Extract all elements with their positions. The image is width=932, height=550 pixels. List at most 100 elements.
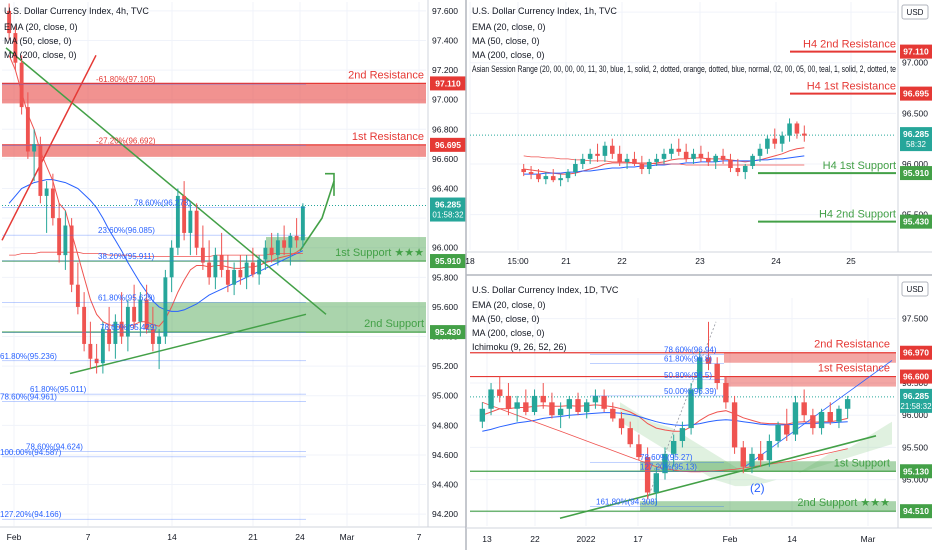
candle-body [698,153,704,158]
candle-body [213,255,218,278]
y-tick-label: 97.200 [432,65,458,75]
x-tick-label: 14 [167,532,177,542]
level-price-tag [430,137,466,152]
candle-body [688,389,694,429]
chart-1h-indicator-ema: EMA (20, close, 0) [472,22,546,32]
candle-body [720,155,726,160]
candle-body [523,402,529,412]
fib-level-label: 61.80%(95.629) [98,294,155,303]
x-tick-label: 17 [633,534,643,544]
chart-4h: 2nd Resistance 1st Resistance 1st Support … [0,0,466,542]
level-label: 2nd Resistance [814,339,890,351]
fib-level-label: -27.20%(96.692) [96,136,156,145]
candle-body [558,178,563,181]
level-price-tag-text: 96.600 [903,372,929,382]
candle-body [550,176,556,181]
candle-body [627,428,633,445]
level-price-tag-text: 96.695 [903,89,929,99]
candle-body [169,247,174,278]
chart-1h-title: U.S. Dollar Currency Index, 1h, TVC [472,6,617,16]
x-tick-label: 21 [561,256,571,266]
level-price-tag-text: 96.695 [435,140,461,150]
trendline-ascending[interactable] [69,313,307,375]
level-price-tag-text: 95.430 [435,327,461,337]
candle-body [602,145,608,156]
candle-body [144,299,149,330]
level-label: 1st Support [834,457,890,469]
fib-level-label: 78.60%(96.273) [134,198,191,207]
candle-body [787,123,792,136]
level-price-tag [900,166,932,181]
candle-body [107,329,112,344]
candle-body [282,240,287,248]
candle-body [175,195,180,248]
candle-body [691,153,696,159]
level-price-tag [430,325,466,340]
trendline-ascending[interactable] [559,435,877,520]
candle-body [82,306,87,344]
candle-body [125,306,130,337]
candle-body [497,389,503,396]
candle-body [765,138,770,149]
chart-1d-indicator-ichimoku: Ichimoku (9, 26, 52, 26) [472,342,567,352]
candle-body [575,399,581,412]
fib-level-label: -61.80%(97.105) [96,75,156,84]
candle-body [32,144,37,152]
chart-1d-title: U.S. Dollar Currency Index, 1D, TVC [472,285,619,295]
candle-body [219,255,224,270]
candle-body [38,144,43,196]
candle-body [163,277,168,337]
candle-body [676,148,682,152]
candle-body [723,383,729,403]
last-price-text: 96.285 [903,391,929,401]
bar-countdown-text: 21:58:32 [900,402,932,411]
fib-level-label: 78.60%(94.624) [26,442,83,451]
candle-body [757,453,764,461]
y-tick-label: 96.600 [432,154,458,164]
candle-body [617,153,622,162]
chart-1h: H4 2nd Resistance H4 1st Resistance H4 1st… [465,0,932,266]
chart-1d-indicator-ma50: MA (50, close, 0) [472,314,540,324]
candle-body [714,363,720,384]
level-zone [724,352,896,363]
trendline-descending[interactable] [5,47,327,315]
candle-body [263,247,268,260]
candle-body [250,262,255,275]
candle-body [654,158,659,162]
level-price-tag [900,44,932,59]
candle-body [772,138,778,144]
candle-body [238,269,243,278]
candle-body [479,408,486,422]
chart-1d-indicator-ma200: MA (200, close, 0) [472,328,545,338]
chart-1d-currency-badge[interactable] [901,281,929,297]
candle-body [735,168,741,173]
candle-body [63,225,68,256]
candle-body [740,447,746,467]
fib-level-label: 61.80%(95.011) [30,385,87,394]
y-tick-label: 97.500 [902,314,928,324]
level-zone [2,83,426,104]
candle-body [610,145,615,154]
candle-body [662,453,668,474]
chart-1d-wave-label: (2) [750,481,765,495]
candle-body [531,395,538,412]
candle-body [200,247,205,263]
x-tick-label: 24 [771,256,781,266]
x-tick-label: Mar [861,534,876,544]
projection-arrow[interactable] [299,180,335,252]
y-tick-label: 95.000 [902,475,928,485]
candle-body [565,172,571,179]
x-tick-label: 7 [86,532,91,542]
candle-body [150,329,155,344]
x-tick-label: 23 [695,256,705,266]
chart-1h-currency-badge[interactable] [901,4,929,20]
candle-body [188,210,193,233]
candle-body [794,123,800,134]
bar-countdown-text: 58:32 [906,140,927,149]
chart-1h-indicator-asian-range: Asian Session Range (20, 00, 00, 00, 11,… [472,64,896,74]
trendline-red[interactable] [1,54,97,241]
candle-body [57,218,62,256]
candle-body [113,321,118,344]
level-price-tag-text: 97.110 [903,47,929,57]
candle-body [818,412,825,429]
